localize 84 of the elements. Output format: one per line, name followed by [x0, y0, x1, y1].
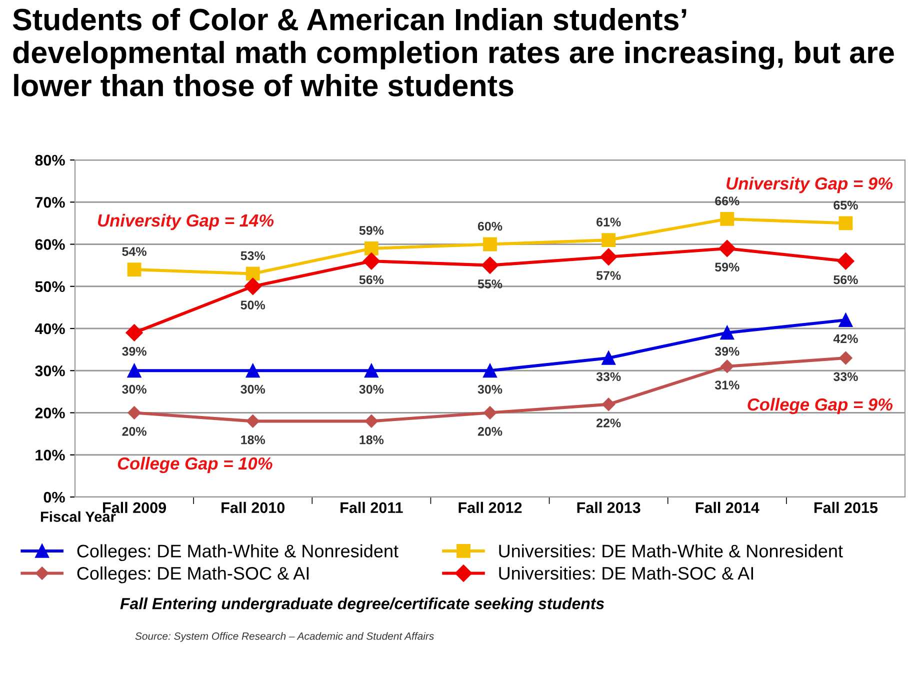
point — [483, 237, 497, 252]
point — [720, 212, 734, 226]
point — [244, 278, 262, 295]
data-label: 30% — [122, 384, 146, 394]
point — [838, 313, 853, 328]
annotation: College Gap = 9% — [748, 398, 893, 414]
data-label: 54% — [122, 247, 146, 256]
point — [364, 242, 378, 256]
point — [127, 262, 142, 276]
point — [720, 360, 734, 373]
x-tick-label: Fall 2012 — [458, 502, 522, 514]
legend-label: Universities: DE Math-SOC & AI — [499, 566, 754, 580]
y-tick-label: 10% — [36, 450, 65, 461]
annotation: University Gap = 9% — [726, 176, 893, 194]
point — [364, 414, 378, 428]
point — [483, 406, 497, 420]
point — [128, 406, 141, 420]
x-tick-label: Fall 2014 — [696, 502, 760, 514]
chart-title: Students of Color & American Indian students’ developmental math completion rates are increasing, but are lower than those of white students — [12, 8, 894, 96]
y-tick-label: 50% — [35, 281, 65, 292]
data-label: 30% — [240, 384, 266, 394]
point — [837, 252, 854, 270]
source-note: Source: System Office Research – Academic and Student Affairs — [135, 632, 434, 642]
data-label: 50% — [240, 300, 266, 310]
x-tick-label: Fall 2011 — [340, 502, 403, 514]
legend-label: Colleges: DE Math-SOC & AI — [77, 566, 309, 584]
data-label: 39% — [714, 346, 740, 356]
x-axis-title: Fiscal Year — [40, 511, 116, 522]
data-label: 61% — [596, 218, 621, 226]
point — [481, 256, 499, 274]
annotation: University Gap = 14% — [98, 214, 274, 230]
x-tick-label: Fall 2013 — [577, 502, 640, 514]
data-label: 30% — [478, 384, 502, 394]
data-label: 18% — [360, 435, 384, 444]
point — [246, 266, 260, 281]
point — [246, 414, 260, 428]
data-label: 20% — [478, 426, 502, 436]
point — [838, 216, 853, 230]
point — [600, 248, 618, 266]
data-label: 59% — [359, 226, 384, 235]
data-label: 65% — [834, 200, 858, 210]
y-tick-label: 20% — [35, 408, 65, 418]
annotation: College Gap = 10% — [118, 456, 272, 474]
x-tick-label: Fall 2009 — [103, 502, 166, 514]
data-label: 56% — [834, 275, 858, 284]
y-tick-label: 0% — [44, 492, 65, 503]
y-tick-label: 70% — [35, 196, 65, 208]
y-tick-label: 40% — [34, 323, 65, 334]
data-label: 20% — [122, 426, 146, 436]
point — [126, 324, 143, 342]
data-label: 53% — [240, 251, 266, 260]
data-label: 59% — [715, 262, 740, 272]
x-tick-label: Fall 2010 — [222, 502, 285, 514]
point — [602, 233, 616, 247]
point — [127, 364, 142, 378]
data-label: 33% — [596, 372, 621, 382]
point — [246, 364, 260, 378]
y-tick-label: 80% — [35, 154, 65, 166]
data-label: 42% — [833, 334, 858, 344]
data-label: 55% — [478, 280, 502, 288]
point — [602, 398, 616, 411]
text: Fall Entering undergraduate degree/certificate seeking students — [120, 598, 604, 612]
legend-label: Universities: DE Math-White & Nonresident — [499, 544, 843, 558]
data-label: 57% — [596, 271, 621, 280]
data-label: 30% — [359, 384, 384, 394]
point — [483, 364, 497, 378]
data-label: 31% — [714, 380, 740, 390]
data-label: 66% — [715, 196, 740, 206]
y-tick-label: 60% — [35, 239, 65, 250]
data-label: 33% — [833, 372, 858, 382]
y-tick-label: 30% — [35, 365, 65, 376]
point — [720, 326, 734, 340]
legend-label: Colleges: DE Math-White & Nonresident — [77, 544, 398, 562]
data-label: 60% — [478, 222, 502, 231]
x-tick-label: Fall 2015 — [814, 502, 878, 514]
point — [602, 351, 616, 365]
data-label: 18% — [241, 435, 266, 444]
point — [718, 240, 736, 258]
point — [362, 252, 380, 270]
data-label: 56% — [359, 275, 384, 284]
point — [364, 364, 378, 378]
point — [839, 351, 852, 365]
data-label: 39% — [122, 346, 146, 356]
data-label: 22% — [596, 418, 621, 428]
